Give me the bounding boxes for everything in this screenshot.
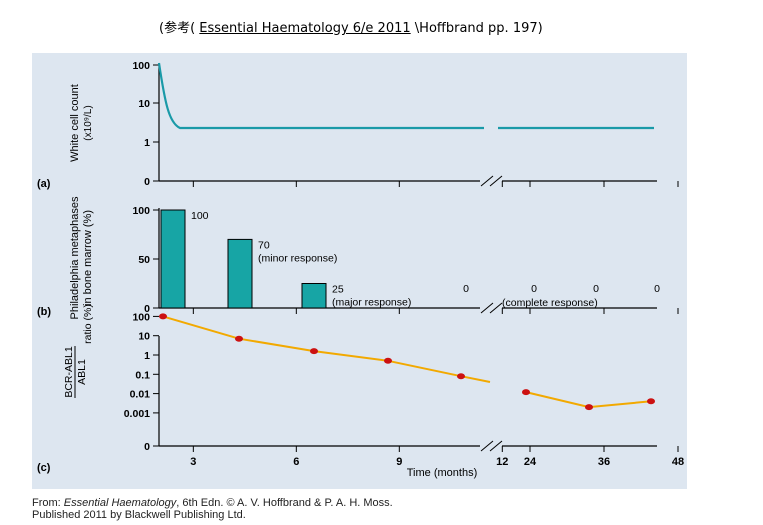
panel-c-data-point <box>310 348 318 355</box>
panel-c-x-tick-label: 3 <box>190 456 196 468</box>
panel-c-x-tick-label: 9 <box>396 456 402 468</box>
panel-c-data-point <box>647 398 655 405</box>
panel-b-y-axis-label: Philadelphia metaphases <box>69 196 81 319</box>
panel-b-x-axis-break-mark <box>489 302 503 314</box>
panel-c-data-point <box>457 373 465 380</box>
panel-b-complete-response-note: (complete response) <box>502 297 598 309</box>
panel-a-y-tick-label: 100 <box>132 60 150 72</box>
panel-b-bar-label: 0 <box>531 283 537 295</box>
credit-copyright: , 6th Edn. © A. V. Hoffbrand & P. A. H. … <box>176 497 393 509</box>
panel-a-y-tick-label: 1 <box>144 137 150 149</box>
panel-a-y-axis-label: White cell count <box>69 84 81 162</box>
panel-c-y-axis-label-denominator: ABL1 <box>76 359 88 385</box>
panel-c-y-tick-label: 10 <box>138 331 150 343</box>
panel-b-bar-note: (major response) <box>332 297 411 309</box>
panel-c-data-point <box>384 357 392 364</box>
panel-a-y-tick-label: 10 <box>138 98 150 110</box>
panel-b-x-axis-break-mark <box>480 302 494 314</box>
credit-prefix: From: <box>32 497 64 509</box>
panel-b-y-axis-unit: in bone marrow (%) <box>82 210 94 306</box>
panel-b-bar-label: 0 <box>654 283 660 295</box>
header-page-reference: \Hoffbrand pp. 197) <box>414 21 543 36</box>
panel-b-y-tick-label: 0 <box>144 303 150 315</box>
book-reference-link[interactable]: Essential Haematology 6/e 2011 <box>199 21 411 36</box>
panel-a-wbc-line <box>157 62 484 130</box>
panel-b-bar-label: 70 <box>258 239 270 251</box>
panel-b-y-tick-label: 50 <box>138 254 150 266</box>
figure-reference-header: (参考( Essential Haematology 6/e 2011 \Hof… <box>159 17 543 36</box>
credit-publisher: Published 2011 by Blackwell Publishing L… <box>32 509 246 521</box>
panel-a-x-axis-break-mark <box>480 175 494 187</box>
panel-c-x-tick-label: 6 <box>293 456 299 468</box>
panel-c-data-point <box>235 335 243 342</box>
panel-c-y-axis-label-numerator: BCR-ABL1 <box>63 346 75 398</box>
panel-b-y-tick-label: 100 <box>132 205 150 217</box>
panel-a-y-axis-unit: (x10⁹/L) <box>83 105 94 140</box>
panel-c-x-tick-label: 48 <box>672 456 684 468</box>
panel-c-data-point <box>159 313 167 320</box>
panel-c-y-tick-label: 0.1 <box>135 369 150 381</box>
panel-c-x-tick-label: 36 <box>598 456 610 468</box>
panel-c-x-tick-label: 24 <box>524 456 537 468</box>
panel-b-bar-note: (minor response) <box>258 252 337 264</box>
panel-b-label: (b) <box>37 306 51 318</box>
panel-a-y-tick-label: 0 <box>144 176 150 188</box>
figure-panel: 100 10 1 0 (a) White cell count (x10⁹/L) 100 50 0… <box>32 53 687 489</box>
panel-a-x-axis-break-mark <box>489 175 503 187</box>
panel-b-bar-label: 0 <box>463 283 469 295</box>
panel-c-data-point <box>585 404 593 411</box>
figure-credit: From: Essential Haematology, 6th Edn. © … <box>32 497 393 521</box>
panel-c-y-tick-label: 0.01 <box>130 389 151 401</box>
panel-c-y-tick-label: 1 <box>144 350 150 362</box>
panel-c-x-axis-break-mark <box>480 440 494 452</box>
panel-b-bar-label: 25 <box>332 284 344 296</box>
panel-b-bar <box>301 283 327 309</box>
panel-c-x-axis-break-mark <box>489 440 503 452</box>
panel-c-x-tick-label: 12 <box>496 456 508 468</box>
panel-b-bar <box>227 238 253 309</box>
header-prefix: (参考( <box>159 21 196 36</box>
panel-b-bar-label: 100 <box>191 210 209 222</box>
panel-a-label: (a) <box>37 178 51 190</box>
panel-c-x-axis-label: Time (months) <box>407 467 478 479</box>
panel-c-data-point <box>522 389 530 396</box>
panel-c-y-axis-label-suffix: ratio (%) <box>82 304 94 344</box>
panel-c-y-tick-label: 100 <box>132 311 150 323</box>
panel-b-bar-label: 0 <box>593 283 599 295</box>
panel-b-bar <box>160 209 186 309</box>
panel-c-y-tick-label: 0 <box>144 441 150 453</box>
panel-c-y-tick-label: 0.001 <box>124 408 150 420</box>
credit-book-title: Essential Haematology <box>63 497 177 509</box>
panel-c-ratio-line <box>162 315 491 383</box>
panel-c-label: (c) <box>37 462 51 474</box>
